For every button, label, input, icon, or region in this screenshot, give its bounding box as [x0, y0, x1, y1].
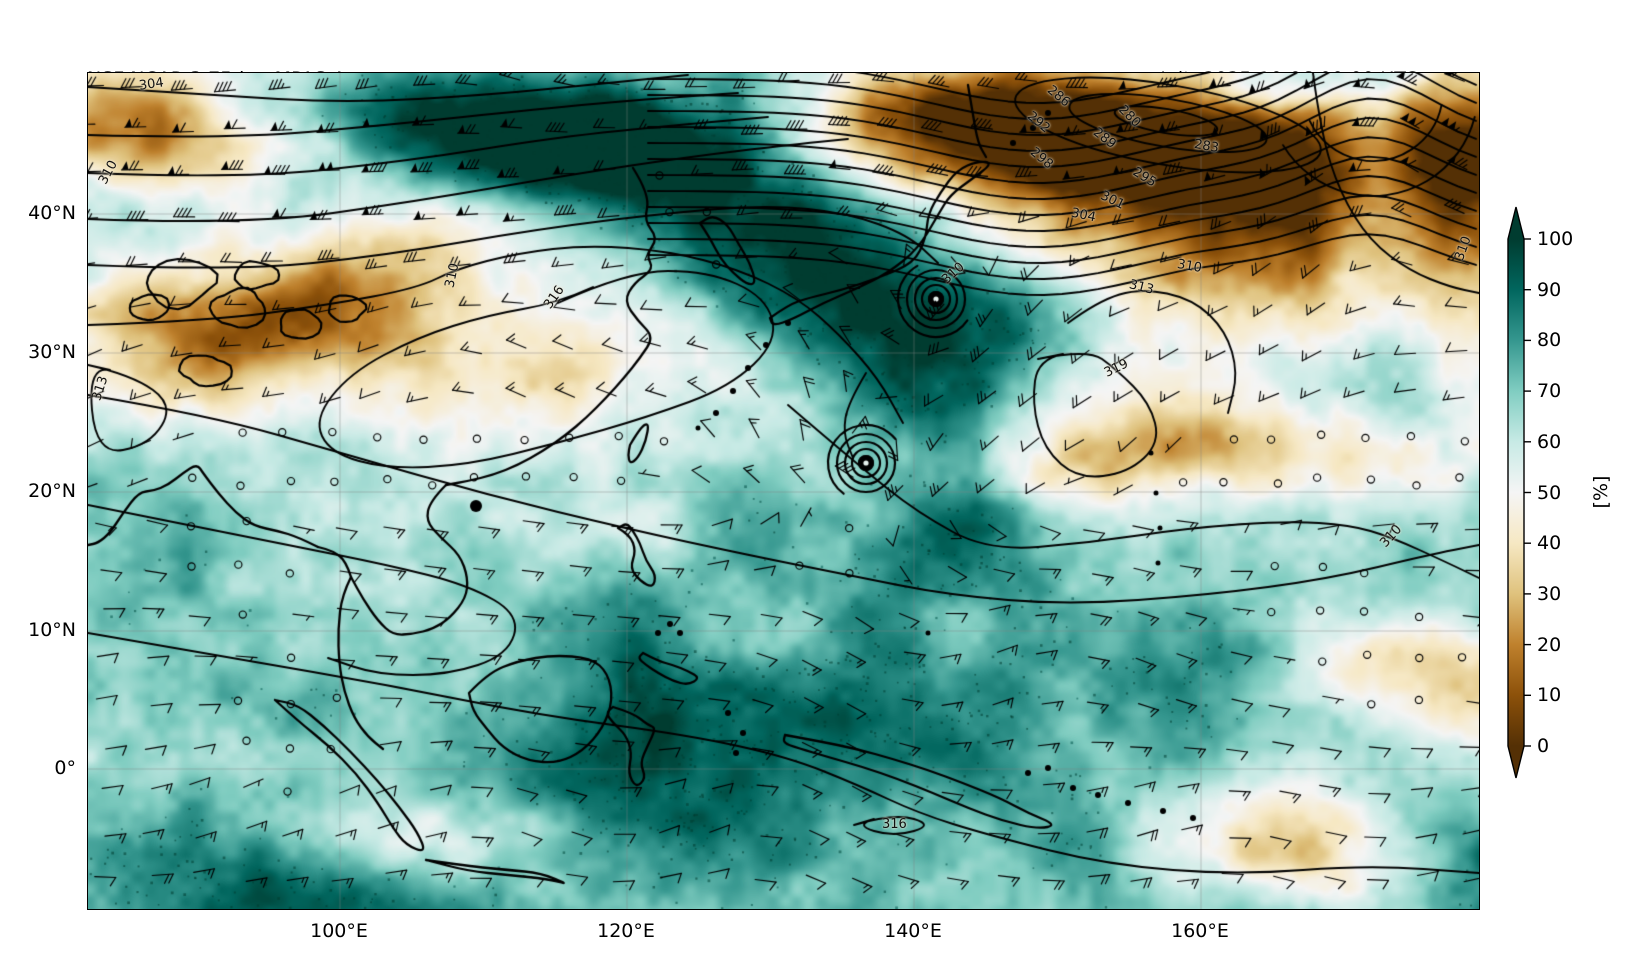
colorbar-tick-label: 60 — [1537, 430, 1562, 453]
x-tick-label: 100°E — [310, 920, 368, 942]
y-tick-label: 10°N — [28, 619, 76, 641]
y-tick-label: 40°N — [28, 202, 76, 224]
colorbar-gradient-bar — [1507, 206, 1525, 779]
x-tick-label: 140°E — [884, 920, 942, 942]
x-tick-label: 120°E — [597, 920, 655, 942]
colorbar-tick-label: 100 — [1537, 228, 1574, 250]
map-area: 304 310 313 310 316 286 292 280 289 283 298 295 301 3… — [87, 72, 1480, 910]
colorbar-tick-label: 40 — [1537, 532, 1562, 555]
y-tick-label: 0° — [54, 757, 76, 779]
colorbar-unit-label: [%] — [1590, 475, 1612, 509]
colorbar-tick-label: 50 — [1537, 481, 1562, 504]
colorbar-tick-label: 0 — [1537, 735, 1550, 757]
contour-label: 316 — [882, 817, 907, 832]
y-tick-label: 20°N — [28, 480, 76, 502]
map-canvas — [88, 73, 1479, 909]
x-tick-label: 160°E — [1171, 920, 1229, 942]
colorbar — [1507, 206, 1531, 779]
colorbar-tick-label: 30 — [1537, 582, 1562, 605]
colorbar-tick-label: 90 — [1537, 278, 1562, 301]
colorbar-tick-label: 10 — [1537, 684, 1562, 707]
colorbar-tick-label: 70 — [1537, 380, 1562, 403]
colorbar-tick-label: 80 — [1537, 329, 1562, 352]
y-tick-label: 30°N — [28, 341, 76, 363]
colorbar-tick-label: 20 — [1537, 633, 1562, 656]
